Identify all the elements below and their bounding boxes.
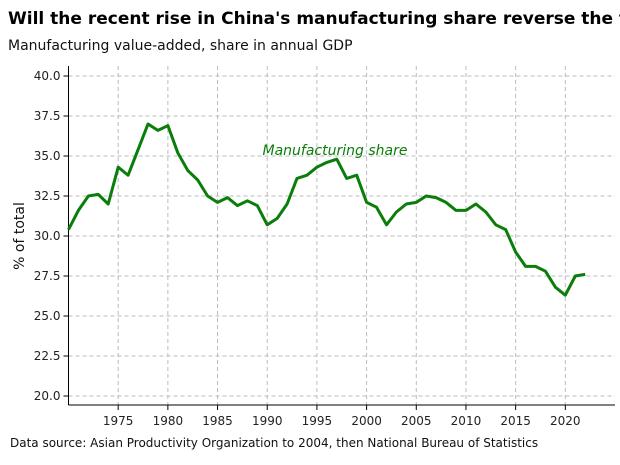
x-tick-label: 2010 bbox=[451, 414, 482, 428]
x-tick-label: 2020 bbox=[550, 414, 581, 428]
data-source-note: Data source: Asian Productivity Organiza… bbox=[10, 436, 538, 450]
y-tick-label: 40.0 bbox=[34, 69, 61, 83]
y-tick-label: 30.0 bbox=[34, 229, 61, 243]
y-tick-label: 22.5 bbox=[34, 349, 61, 363]
y-tick-label: 25.0 bbox=[34, 309, 61, 323]
series-label: Manufacturing share bbox=[263, 143, 408, 159]
y-tick-label: 35.0 bbox=[34, 149, 61, 163]
y-tick-label: 32.5 bbox=[34, 189, 61, 203]
x-tick-label: 1995 bbox=[302, 414, 333, 428]
x-tick-label: 1980 bbox=[153, 414, 184, 428]
x-tick-label: 1975 bbox=[103, 414, 134, 428]
y-tick-label: 20.0 bbox=[34, 389, 61, 403]
grid bbox=[68, 66, 615, 405]
x-tick-label: 2005 bbox=[401, 414, 432, 428]
y-tick-label: 27.5 bbox=[34, 269, 61, 283]
x-tick-label: 1985 bbox=[202, 414, 233, 428]
axes: 20.0 22.5 25.0 27.5 30.0 32.5 35.0 37.5 40.0 1975… bbox=[34, 66, 615, 428]
y-tick-label: 37.5 bbox=[34, 109, 61, 123]
y-axis-label: % of total bbox=[12, 202, 28, 270]
chart-subtitle: Manufacturing value-added, share in annu… bbox=[8, 38, 353, 54]
x-tick-label: 1990 bbox=[252, 414, 283, 428]
x-tick-label: 2015 bbox=[500, 414, 531, 428]
x-tick-label: 2000 bbox=[351, 414, 382, 428]
chart-title: Will the recent rise in China's manufact… bbox=[8, 9, 620, 29]
series-line-manufacturing-share bbox=[67, 122, 586, 297]
